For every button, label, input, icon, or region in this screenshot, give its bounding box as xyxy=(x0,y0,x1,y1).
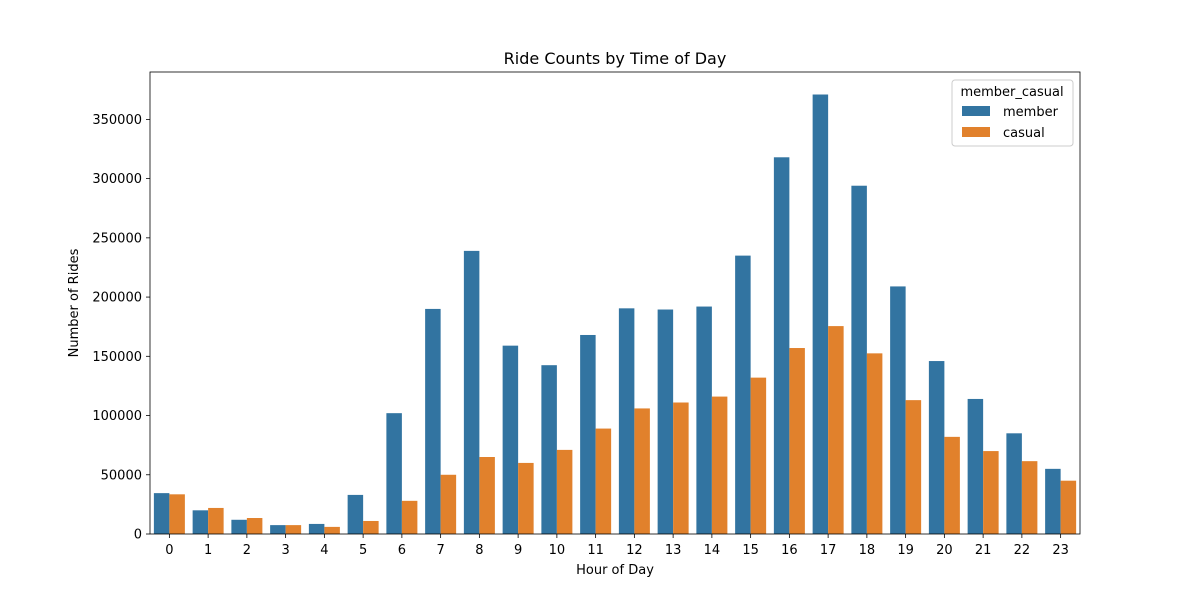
x-tick-label: 21 xyxy=(975,543,992,558)
bar-member-hour-13 xyxy=(657,309,674,534)
bar-casual-hour-0 xyxy=(169,494,185,534)
axes-layer: 0 1 2 3 4 5 6 7 8 9 10 11 12 13 14 15 16 17 18 19 20 21 22 2305… xyxy=(92,71,1081,558)
x-tick-label: 11 xyxy=(587,543,604,558)
bar-member-hour-23 xyxy=(1045,468,1061,534)
bar-casual-hour-17 xyxy=(828,326,844,534)
x-tick-label: 2 xyxy=(243,543,251,558)
bar-casual-hour-1 xyxy=(208,507,224,534)
plot-frame xyxy=(149,71,1081,535)
bar-casual-hour-8 xyxy=(479,457,495,534)
legend-title: member_casual xyxy=(960,85,1063,100)
bar-casual-hour-11 xyxy=(595,428,612,534)
x-tick-label: 9 xyxy=(514,543,522,558)
bar-member-hour-6 xyxy=(386,413,402,534)
bar-member-hour-4 xyxy=(308,523,325,534)
bar-casual-hour-7 xyxy=(440,474,457,534)
x-tick-label: 8 xyxy=(475,543,483,558)
bar-member-hour-19 xyxy=(890,286,906,534)
x-tick-label: 18 xyxy=(859,543,876,558)
bar-casual-hour-16 xyxy=(789,348,805,534)
y-axis-label: Number of Rides xyxy=(67,248,82,357)
bar-casual-hour-4 xyxy=(324,526,340,534)
bar-member-hour-21 xyxy=(967,398,984,534)
bar-casual-hour-19 xyxy=(905,400,922,534)
x-tick-label: 14 xyxy=(704,543,721,558)
x-tick-label: 16 xyxy=(781,543,798,558)
y-tick-label: 0 xyxy=(134,528,142,543)
x-tick-label: 5 xyxy=(359,543,367,558)
y-tick-label: 150000 xyxy=(92,350,142,365)
y-tick-label: 250000 xyxy=(92,231,142,246)
x-axis-label: Hour of Day xyxy=(576,563,654,578)
y-tick-label: 100000 xyxy=(92,409,142,424)
legend-label-member: member xyxy=(1003,105,1059,120)
bar-casual-hour-12 xyxy=(634,408,650,534)
x-tick-label: 17 xyxy=(820,543,837,558)
bar-member-hour-8 xyxy=(463,250,480,534)
bar-member-hour-3 xyxy=(270,525,286,534)
bar-member-hour-10 xyxy=(541,365,557,534)
y-tick-label: 200000 xyxy=(92,291,142,306)
bar-casual-hour-13 xyxy=(673,402,689,534)
bar-casual-hour-21 xyxy=(983,451,999,534)
bar-casual-hour-10 xyxy=(556,449,573,534)
bar-casual-hour-23 xyxy=(1060,480,1077,534)
bar-casual-hour-5 xyxy=(363,520,379,534)
bar-member-hour-2 xyxy=(231,519,247,534)
y-tick-label: 300000 xyxy=(92,172,142,187)
bar-casual-hour-2 xyxy=(246,518,263,534)
bar-casual-hour-3 xyxy=(285,525,302,534)
x-tick-label: 1 xyxy=(204,543,212,558)
y-tick-label: 350000 xyxy=(92,113,142,128)
chart-title: Ride Counts by Time of Day xyxy=(504,49,727,68)
bar-casual-hour-20 xyxy=(944,436,960,534)
x-tick-label: 10 xyxy=(549,543,566,558)
bar-member-hour-1 xyxy=(192,510,209,534)
x-tick-label: 3 xyxy=(281,543,289,558)
bar-member-hour-17 xyxy=(812,94,829,534)
x-tick-label: 23 xyxy=(1052,543,1069,558)
x-tick-label: 0 xyxy=(165,543,173,558)
x-tick-label: 20 xyxy=(936,543,953,558)
bar-member-hour-7 xyxy=(425,308,441,534)
bars-layer xyxy=(153,94,1077,535)
bar-member-hour-20 xyxy=(928,361,945,534)
y-tick-label: 50000 xyxy=(101,468,142,483)
x-tick-label: 12 xyxy=(626,543,643,558)
x-tick-label: 22 xyxy=(1014,543,1031,558)
x-tick-label: 6 xyxy=(398,543,406,558)
bar-member-hour-22 xyxy=(1006,433,1022,534)
legend-label-casual: casual xyxy=(1003,126,1045,141)
bar-member-hour-18 xyxy=(851,185,867,534)
bar-member-hour-15 xyxy=(735,255,751,534)
bar-member-hour-11 xyxy=(580,334,596,534)
bar-casual-hour-6 xyxy=(401,500,418,534)
legend-swatch-member xyxy=(962,106,990,116)
x-tick-label: 15 xyxy=(742,543,759,558)
x-tick-label: 19 xyxy=(897,543,914,558)
bar-casual-hour-18 xyxy=(866,353,883,534)
legend-swatch-casual xyxy=(962,127,990,137)
bar-casual-hour-15 xyxy=(750,377,767,534)
bar-member-hour-12 xyxy=(618,308,635,534)
bar-member-hour-9 xyxy=(502,345,519,534)
bar-casual-hour-14 xyxy=(711,396,728,534)
legend: member_casual member casual xyxy=(951,79,1074,147)
bar-casual-hour-9 xyxy=(518,462,534,534)
x-tick-label: 4 xyxy=(320,543,328,558)
x-tick-label: 7 xyxy=(436,543,444,558)
bar-casual-hour-22 xyxy=(1021,461,1038,534)
legend-items: member casual xyxy=(962,105,1059,141)
bar-member-hour-16 xyxy=(773,157,790,535)
bar-member-hour-5 xyxy=(347,494,364,534)
bar-member-hour-14 xyxy=(696,306,712,534)
bar-member-hour-0 xyxy=(153,493,170,534)
x-tick-label: 13 xyxy=(665,543,682,558)
